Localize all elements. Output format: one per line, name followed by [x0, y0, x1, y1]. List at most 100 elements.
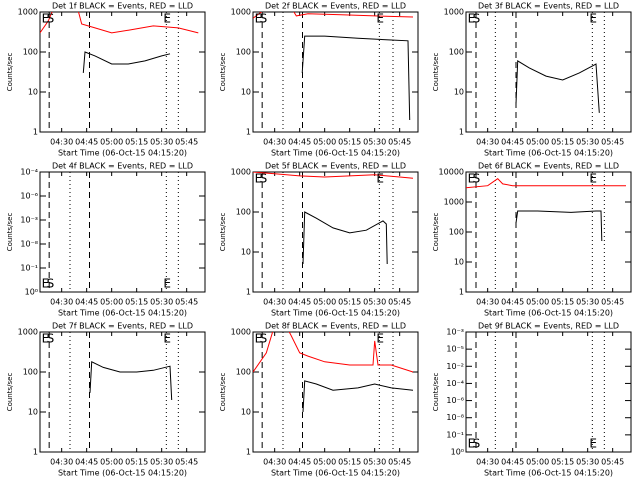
x-tick-label: 05:15 [338, 298, 361, 307]
panel-title: Det 7f BLACK = Events, RED = LLD [52, 322, 193, 331]
y-axis-label: Counts/sec [432, 213, 440, 252]
panel-title: Det 9f BLACK = Events, RED = LLD [478, 322, 619, 331]
x-tick-label: 04:45 [288, 138, 311, 147]
y-tick-label: 10 [454, 258, 464, 267]
y-tick-label: 10 [28, 88, 38, 97]
y-tick-label: 10⁻⁶ [446, 396, 464, 405]
x-tick-label: 05:30 [363, 458, 386, 467]
x-tick-label: 04:45 [288, 298, 311, 307]
panel-title: Det 3f BLACK = Events, RED = LLD [478, 2, 619, 11]
plot-frame [39, 171, 206, 293]
y-tick-label: 1000 [231, 8, 251, 17]
x-axis-label: Start Time (06-Oct-15 04:15:20) [271, 149, 400, 158]
y-tick-label: 1 [33, 448, 38, 457]
x-tick-label: 05:00 [313, 458, 336, 467]
y-tick-label: 10⁻² [446, 362, 464, 371]
annotation: S [47, 277, 55, 291]
plot-frame [252, 171, 419, 293]
y-tick-label: 100 [449, 228, 464, 237]
plot-frame [465, 11, 632, 133]
y-tick-label: 10⁻⁸ [20, 240, 38, 249]
x-tick-label: 04:30 [476, 298, 499, 307]
x-axis-label: Start Time (06-Oct-15 04:15:20) [484, 469, 613, 478]
x-tick-label: 04:30 [476, 138, 499, 147]
plot-frame [252, 331, 419, 453]
x-tick-label: 05:45 [601, 138, 624, 147]
y-tick-label: 100 [236, 48, 251, 57]
annotation: E [255, 172, 263, 186]
y-tick-label: 1000 [18, 328, 38, 337]
annotation: E [42, 332, 50, 346]
data-line [89, 361, 173, 401]
y-axis-label: Counts/sec [219, 53, 227, 92]
panel: Det 6f BLACK = Events, RED = LLD Start Ti… [432, 162, 632, 318]
y-tick-label: 1 [246, 128, 251, 137]
x-tick-label: 05:45 [175, 458, 198, 467]
panel: Det 5f BLACK = Events, RED = LLD Start Ti… [219, 162, 419, 318]
panel: Det 2f BLACK = Events, RED = LLD Start Ti… [219, 2, 419, 158]
data-line [301, 35, 411, 121]
x-tick-label: 05:00 [526, 138, 549, 147]
data-line [466, 178, 626, 189]
y-tick-label: 100 [449, 48, 464, 57]
y-tick-label: 10⁻³ [20, 216, 38, 225]
panel-title: Det 6f BLACK = Events, RED = LLD [478, 162, 619, 171]
y-tick-label: 10⁻⁸ [446, 413, 464, 422]
annotation: S [260, 172, 268, 186]
annotation: E [255, 332, 263, 346]
x-tick-label: 05:00 [526, 458, 549, 467]
x-tick-label: 04:45 [75, 138, 98, 147]
data-line [253, 172, 414, 179]
x-tick-label: 04:45 [501, 138, 524, 147]
x-tick-label: 05:30 [363, 138, 386, 147]
x-tick-label: 05:15 [125, 138, 148, 147]
annotation: S [47, 332, 55, 346]
annotation: S [473, 437, 481, 451]
y-tick-label: 10 [241, 88, 251, 97]
data-line [515, 210, 603, 242]
x-tick-label: 05:45 [175, 138, 198, 147]
panel-title: Det 4f BLACK = Events, RED = LLD [52, 162, 193, 171]
x-tick-label: 04:30 [50, 458, 73, 467]
x-axis-label: Start Time (06-Oct-15 04:15:20) [58, 469, 187, 478]
x-tick-label: 05:30 [363, 298, 386, 307]
x-tick-label: 05:00 [100, 138, 123, 147]
y-tick-label: 10⁻⁴ [446, 379, 464, 388]
y-axis-label: Counts/sec [219, 373, 227, 412]
x-tick-label: 05:30 [150, 458, 173, 467]
y-axis-label: Counts/sec [432, 53, 440, 92]
panel: Det 8f BLACK = Events, RED = LLD Start Ti… [219, 322, 419, 478]
panel: Det 4f BLACK = Events, RED = LLD Start Ti… [6, 162, 206, 318]
y-tick-label: 10⁻¹ [20, 264, 38, 273]
annotation: E [376, 12, 384, 26]
x-tick-label: 05:00 [100, 298, 123, 307]
x-tick-label: 04:45 [501, 458, 524, 467]
x-tick-label: 05:00 [100, 458, 123, 467]
annotation: E [376, 332, 384, 346]
x-tick-label: 04:30 [50, 298, 73, 307]
x-tick-label: 04:30 [263, 138, 286, 147]
x-tick-label: 05:15 [125, 458, 148, 467]
y-tick-label: 100 [236, 368, 251, 377]
data-line [82, 51, 171, 73]
y-axis-label: Counts/sec [6, 53, 14, 92]
y-tick-label: 10⁰ [25, 288, 38, 297]
data-line [302, 380, 414, 413]
y-axis-label: Counts/sec [6, 373, 14, 412]
plot-frame [39, 11, 206, 133]
y-tick-label: 1 [459, 288, 464, 297]
y-tick-label: 1 [33, 128, 38, 137]
data-line [253, 12, 414, 19]
x-tick-label: 05:00 [313, 298, 336, 307]
panel: Det 9f BLACK = Events, RED = LLD Start Ti… [432, 322, 632, 478]
x-tick-label: 05:30 [576, 138, 599, 147]
y-tick-label: 10 [454, 88, 464, 97]
plot-frame [465, 331, 632, 453]
panel: Det 3f BLACK = Events, RED = LLD Start Ti… [432, 2, 632, 158]
x-tick-label: 05:15 [338, 458, 361, 467]
annotation: E [42, 277, 50, 291]
y-axis-label: Counts/sec [432, 373, 440, 412]
panel-title: Det 8f BLACK = Events, RED = LLD [265, 322, 406, 331]
x-tick-label: 05:15 [551, 138, 574, 147]
